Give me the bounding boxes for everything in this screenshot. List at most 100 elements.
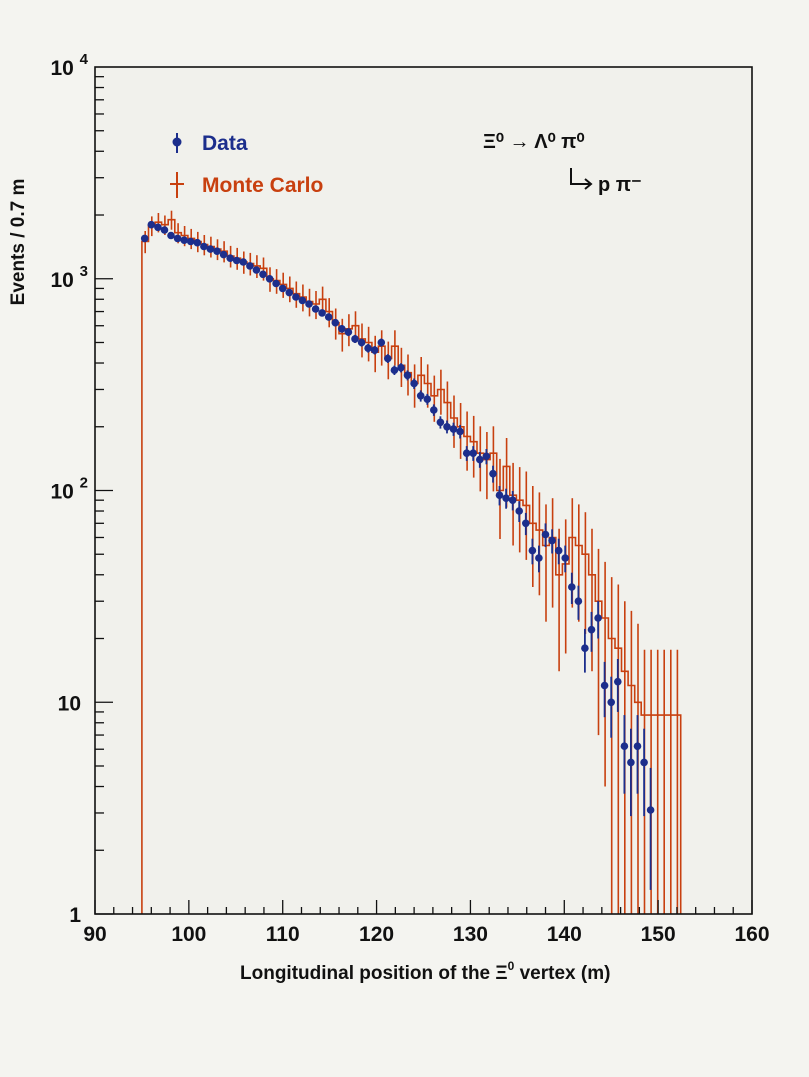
- legend-data-label: Data: [202, 132, 248, 155]
- data-point: [252, 266, 261, 274]
- data-point: [554, 538, 563, 565]
- reaction-annotation: Ξ⁰ → Λ⁰ π⁰ p π⁻: [483, 131, 642, 196]
- x-tick-label: 100: [171, 923, 206, 946]
- data-point: [160, 226, 169, 234]
- data-point: [462, 446, 471, 461]
- x-tick-label: 120: [359, 923, 394, 946]
- data-point: [331, 318, 340, 327]
- data-point: [226, 254, 234, 262]
- data-point: [627, 728, 635, 817]
- data-point: [232, 256, 241, 265]
- legend-mc-label: Monte Carlo: [202, 174, 323, 197]
- y-tick-label: 10 4: [50, 51, 88, 80]
- data-point: [206, 245, 215, 253]
- data-point: [338, 325, 346, 333]
- data-point: [298, 296, 307, 305]
- data-point: [377, 338, 386, 347]
- data-point: [410, 378, 418, 389]
- data-point: [154, 223, 162, 232]
- y-tick-label: 1: [69, 904, 81, 927]
- data-point: [528, 538, 537, 565]
- data-point: [311, 305, 320, 313]
- data-point: [357, 338, 366, 347]
- data-point: [469, 446, 478, 461]
- data-point: [436, 416, 445, 429]
- data-point: [259, 270, 267, 279]
- y-tick-label: 10: [58, 692, 81, 715]
- data-point: [390, 365, 399, 375]
- data-point: [508, 491, 517, 511]
- data-point: [292, 293, 300, 301]
- data-point: [600, 661, 609, 718]
- data-point: [180, 236, 188, 244]
- data-point: [384, 354, 392, 363]
- data-point: [397, 363, 405, 373]
- data-point: [324, 313, 333, 321]
- data-point: [186, 237, 195, 246]
- x-axis-title: Longitudinal position of the Ξ0 vertex (…: [240, 959, 610, 984]
- data-point: [581, 628, 589, 673]
- x-tick-label: 140: [547, 923, 582, 946]
- data-point: [633, 715, 642, 794]
- data-point: [147, 220, 156, 229]
- x-tick-label: 110: [266, 923, 300, 946]
- data-point: [443, 420, 451, 434]
- data-point: [193, 238, 202, 247]
- data-point: [173, 234, 182, 243]
- data-point: [568, 572, 576, 604]
- x-tick-label: 90: [83, 923, 106, 946]
- data-point: [167, 231, 175, 240]
- data-point: [640, 728, 648, 817]
- data-point: [416, 390, 425, 402]
- data-point: [535, 545, 543, 573]
- data-point: [548, 529, 556, 554]
- data-point: [594, 601, 602, 639]
- data-point: [587, 611, 596, 652]
- legend-data-marker: [172, 133, 182, 153]
- data-point: [364, 344, 372, 353]
- y-tick-label: 10 3: [50, 263, 88, 292]
- data-point: [239, 258, 248, 266]
- data-point: [403, 370, 412, 381]
- data-point: [272, 279, 280, 288]
- data-point: [541, 523, 550, 547]
- data-point: [515, 501, 523, 522]
- data-point: [430, 404, 438, 416]
- legend-mc-marker: [170, 172, 184, 198]
- plot-area: [95, 67, 752, 914]
- data-point: [489, 465, 497, 483]
- reaction-line-1: Ξ⁰ → Λ⁰ π⁰: [483, 131, 585, 153]
- data-point: [140, 234, 149, 243]
- data-point: [561, 545, 569, 573]
- data-point: [456, 424, 464, 439]
- reaction-line-2: p π⁻: [598, 174, 642, 196]
- decay-arrow-icon: [570, 168, 593, 190]
- data-point: [614, 659, 622, 712]
- data-point: [318, 309, 326, 317]
- data-point: [423, 393, 432, 405]
- legend: Data Monte Carlo: [170, 132, 323, 198]
- data-point: [278, 284, 287, 293]
- x-tick-label: 150: [641, 923, 676, 946]
- data-point: [502, 488, 510, 509]
- data-point: [495, 486, 504, 506]
- x-tick-label: 130: [453, 923, 488, 946]
- data-point: [476, 452, 484, 468]
- data-point: [646, 767, 655, 890]
- x-tick-label: 160: [734, 923, 769, 946]
- data-point: [351, 334, 359, 343]
- data-point: [285, 288, 294, 297]
- data-point: [200, 242, 208, 251]
- data-point: [522, 512, 530, 536]
- data-point: [620, 715, 629, 794]
- data-point: [370, 346, 379, 355]
- data-point: [607, 676, 615, 738]
- data-point: [482, 449, 491, 465]
- data-series: [140, 220, 655, 890]
- y-axis-title: Events / 0.7 m: [8, 179, 29, 306]
- data-point: [219, 250, 228, 259]
- data-point: [449, 422, 458, 436]
- y-tick-label: 10 2: [50, 475, 88, 504]
- data-point: [246, 262, 254, 270]
